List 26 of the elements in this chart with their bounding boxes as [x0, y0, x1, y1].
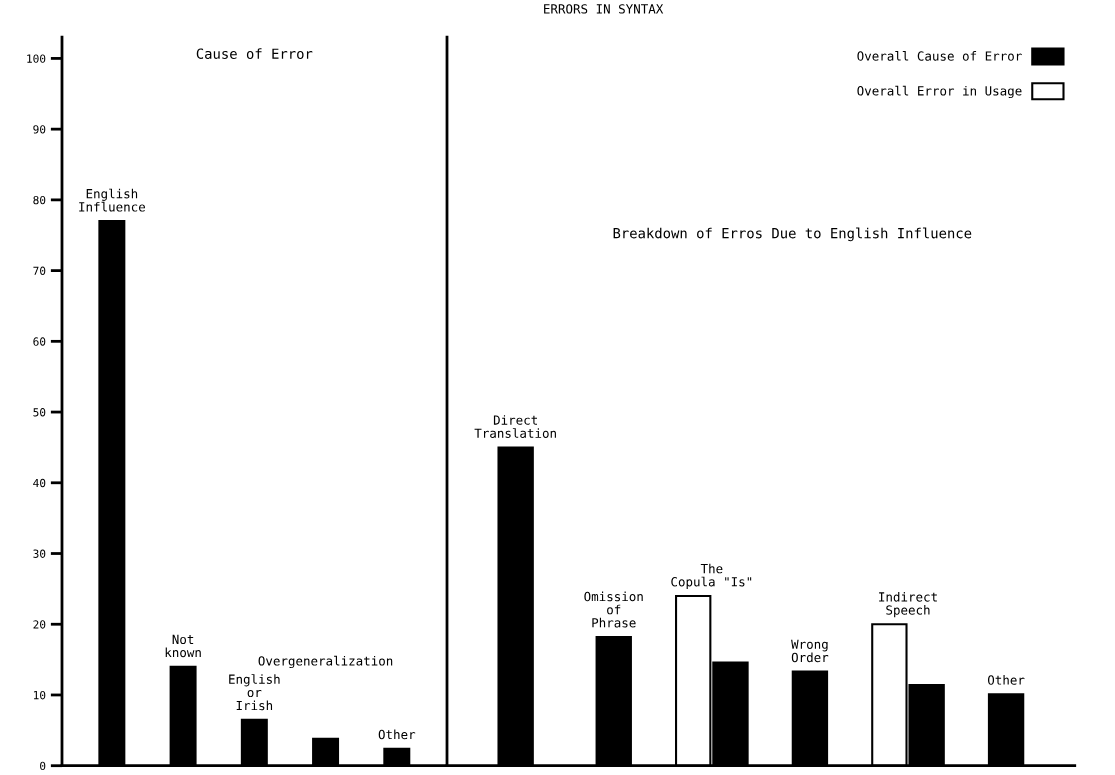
y-tick-label: 80: [33, 195, 46, 205]
y-tick-label: 70: [33, 266, 46, 276]
text: ERRORS IN SYNTAX: [544, 4, 664, 14]
category-label: Omission of Phrase: [584, 591, 643, 628]
y-tick-label: 100: [27, 54, 46, 63]
legend-label: Overall Cause of Error: [857, 51, 1022, 61]
y-tick-label: 10: [33, 690, 46, 700]
y-tick-label: 50: [33, 408, 46, 417]
category-label: Wrong Order: [791, 639, 829, 663]
y-tick-label: 30: [33, 549, 46, 558]
y-tick-label: 60: [33, 337, 46, 346]
x-tick-label: Overgeneralization: [258, 655, 393, 669]
x-tick-label: Not known: [165, 634, 201, 658]
text: Breakdown of Erros Due to English Influence: [613, 227, 972, 242]
text: Cause of Error: [196, 48, 313, 59]
y-tick-label: 0: [40, 761, 46, 771]
y-tick-label: 20: [33, 620, 46, 629]
y-tick-label: 40: [33, 478, 46, 488]
legend-label: Overall Error in Usage: [857, 85, 1022, 99]
category-label: Indirect Speech: [879, 591, 937, 618]
category-label: Other: [987, 675, 1025, 685]
y-tick-label: 90: [33, 125, 46, 134]
category-label: Direct Translation: [474, 415, 556, 438]
x-tick-label: English or Irish: [229, 674, 280, 711]
x-tick-label: English Influence: [79, 188, 145, 212]
category-label: The Copula "Is": [671, 563, 752, 589]
